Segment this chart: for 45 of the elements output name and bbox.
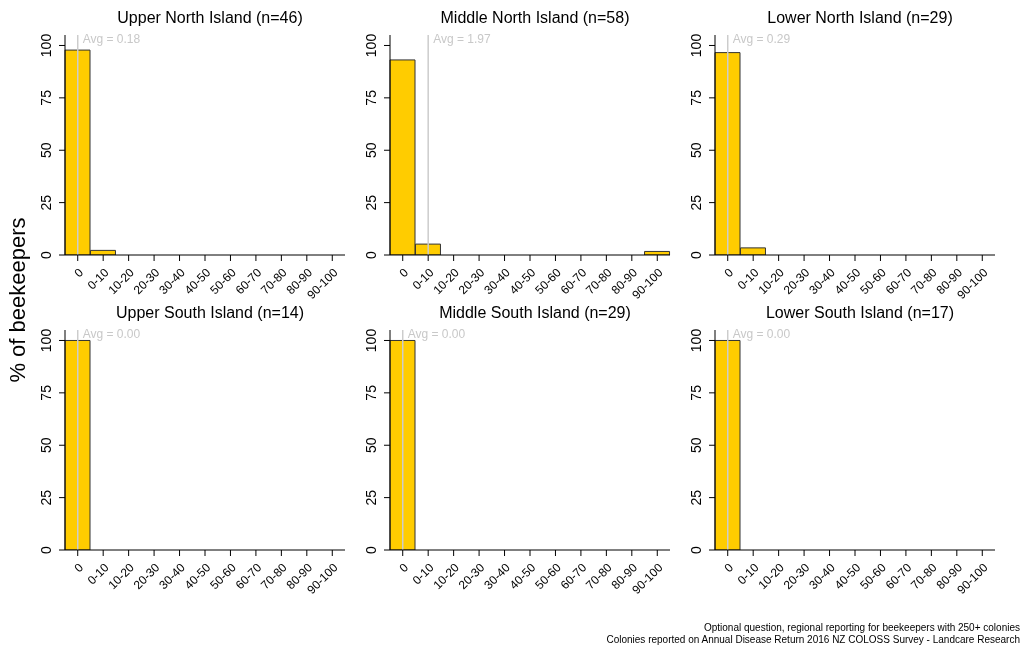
- x-tick-label: 0: [71, 265, 87, 281]
- y-tick-label: 100: [688, 33, 704, 58]
- chart-title: Lower North Island (n=29): [766, 9, 954, 27]
- y-axis-title: % of beekeepers: [5, 217, 31, 383]
- y-tick-label: 50: [363, 437, 379, 454]
- y-tick-label: 100: [688, 328, 704, 353]
- y-tick-label: 0: [38, 545, 54, 554]
- y-tick-label: 50: [38, 437, 54, 454]
- y-tick-label: 50: [38, 142, 54, 159]
- x-tick-label: 0: [396, 265, 412, 281]
- y-tick-label: 100: [363, 328, 379, 353]
- y-tick-label: 0: [363, 545, 379, 554]
- text: Optional question, regional reporting for beekeepers with 250+ colonies: [702, 622, 1020, 634]
- text: Colonies reported on Annual Disease Return 2016 NZ COLOSS Survey - Landcare Research: [606, 634, 1020, 646]
- y-tick-label: 25: [38, 489, 54, 506]
- y-tick-label: 0: [688, 250, 704, 259]
- y-tick-label: 50: [363, 142, 379, 159]
- y-tick-label: 25: [363, 489, 379, 506]
- y-tick-label: 0: [688, 545, 704, 554]
- x-tick-label: 0: [721, 560, 737, 576]
- y-tick-label: 75: [363, 89, 379, 106]
- y-tick-label: 100: [38, 33, 54, 58]
- y-tick-label: 75: [363, 384, 379, 401]
- chart-title: Middle South Island (n=29): [438, 304, 632, 322]
- chart-title: Lower South Island (n=17): [764, 304, 956, 322]
- x-tick-label: 0: [396, 560, 412, 576]
- x-tick-label: 0: [721, 265, 737, 281]
- y-tick-label: 0: [363, 250, 379, 259]
- y-tick-label: 50: [688, 437, 704, 454]
- y-tick-label: 25: [688, 194, 704, 211]
- y-tick-label: 0: [38, 250, 54, 259]
- y-tick-label: 50: [688, 142, 704, 159]
- y-tick-label: 25: [38, 194, 54, 211]
- x-tick-label: 0: [71, 560, 87, 576]
- y-tick-label: 75: [38, 384, 54, 401]
- y-tick-label: 25: [688, 489, 704, 506]
- y-tick-label: 25: [363, 194, 379, 211]
- chart-title: Middle North Island (n=58): [439, 9, 631, 27]
- chart-title: Upper South Island (n=14): [114, 304, 306, 322]
- y-tick-label: 100: [363, 33, 379, 58]
- y-tick-label: 75: [688, 89, 704, 106]
- chart-title: Upper North Island (n=46): [116, 9, 304, 27]
- y-tick-label: 100: [38, 328, 54, 353]
- y-tick-label: 75: [38, 89, 54, 106]
- y-tick-label: 75: [688, 384, 704, 401]
